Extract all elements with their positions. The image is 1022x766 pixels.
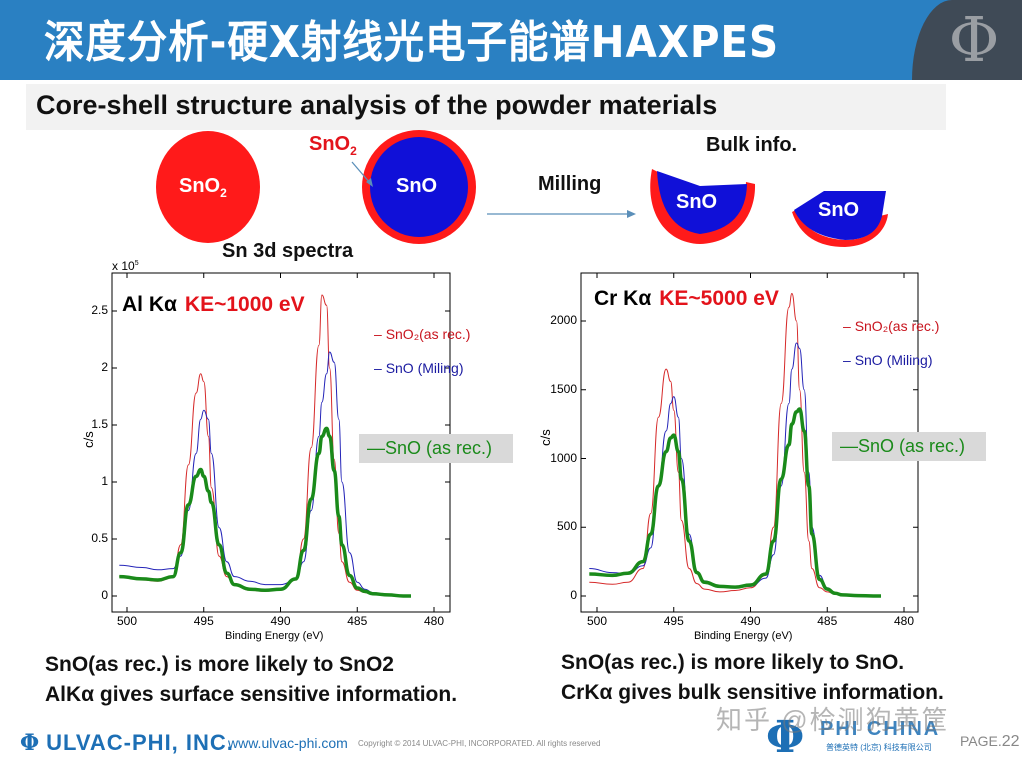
left-y-tick-label: 1.5	[91, 417, 108, 431]
left-legend-sno-asrec: —SnO (as rec.)	[359, 434, 513, 463]
right-legend-sno2: – SnO₂(as rec.)	[843, 318, 940, 334]
right-x-tick-label: 480	[894, 614, 915, 628]
header-logo-area	[912, 0, 1022, 80]
right-legend-sno-milling: – SnO (Miling)	[843, 352, 933, 368]
left-x-tick-label: 500	[117, 614, 138, 628]
left-legend-sno2: – SnO₂(as rec.)	[374, 326, 471, 342]
left-x-tick-label: 480	[424, 614, 445, 628]
left-y-tick-label: 1	[101, 474, 108, 488]
right-conclusion-line2: CrKα gives bulk sensitive information.	[561, 681, 944, 704]
section-subtitle: Core-shell structure analysis of the pow…	[36, 90, 718, 120]
milling-label: Milling	[538, 173, 602, 195]
phi-china-subtitle: 普德英特 (北京) 科技有限公司	[826, 743, 932, 752]
phi-logo-icon: Φ	[948, 3, 1000, 76]
left-series-2	[119, 426, 411, 598]
right-x-tick-label: 485	[817, 614, 838, 628]
copyright-text: Copyright © 2014 ULVAC-PHI, INCORPORATED…	[358, 739, 601, 748]
zhihu-watermark: 知乎 @检测狗黄筐	[716, 705, 950, 735]
right-x-tick-label: 500	[587, 614, 608, 628]
bulk-info-label: Bulk info.	[706, 134, 798, 156]
right-series-2	[589, 407, 881, 598]
left-x-tick-label: 490	[270, 614, 291, 628]
phi-china-name: PHI CHINA	[820, 718, 941, 740]
left-y-tick-label: 2.5	[91, 303, 108, 317]
left-x-axis-label: Binding Energy (eV)	[225, 630, 324, 642]
right-legend-sno-asrec: —SnO (as rec.)	[832, 432, 986, 461]
left-exponent-label: x 105	[112, 259, 139, 273]
left-legend-sno-milling: – SnO (Miling)	[374, 360, 464, 376]
page-title: 深度分析-硬X射线光电子能谱HAXPES	[44, 17, 780, 68]
shell-label: SnO2	[309, 133, 357, 158]
right-y-tick-label: 2000	[550, 313, 577, 327]
left-conclusion-line1: SnO(as rec.) is more likely to SnO2	[45, 653, 394, 676]
phi-china-logo-icon: Φ	[766, 712, 805, 763]
company-url-link[interactable]: www.ulvac-phi.com	[228, 735, 348, 751]
ulvac-phi-logo: Φ ULVAC-PHI, INC.	[20, 730, 234, 756]
left-y-tick-label: 0	[101, 588, 108, 602]
right-chart-title: Cr Kα KE~5000 eV	[594, 287, 779, 310]
phi-logo-icon: Φ	[20, 730, 41, 756]
sno2-particle-label: SnO2	[179, 175, 227, 200]
left-x-tick-label: 485	[347, 614, 368, 628]
left-conclusion-line2: AlKα gives surface sensitive information…	[45, 683, 458, 706]
fragment-2-label: SnO	[818, 199, 860, 221]
right-y-tick-label: 0	[570, 588, 577, 602]
right-y-tick-label: 1500	[550, 381, 577, 396]
page-number: PAGE.22	[960, 733, 1020, 750]
core-label: SnO	[396, 175, 438, 197]
fragment-1-label: SnO	[676, 191, 718, 213]
right-y-tick-label: 500	[556, 519, 577, 534]
header-banner: 深度分析-硬X射线光电子能谱HAXPES	[0, 0, 1022, 80]
right-conclusion-line1: SnO(as rec.) is more likely to SnO.	[561, 651, 905, 674]
right-x-axis-label: Binding Energy (eV)	[694, 630, 793, 642]
subtitle-bar: Core-shell structure analysis of the pow…	[26, 84, 946, 130]
left-x-tick-label: 495	[193, 614, 214, 628]
left-chart-title: Al Kα KE~1000 eV	[122, 293, 305, 316]
right-y-axis-label: c/s	[537, 429, 553, 446]
left-y-tick-label: 0.5	[91, 531, 108, 545]
left-y-tick-label: 2	[101, 360, 108, 374]
right-x-tick-label: 495	[663, 614, 684, 628]
left-y-axis-label: c/s	[80, 431, 96, 448]
right-y-tick-label: 1000	[550, 450, 577, 465]
right-x-tick-label: 490	[740, 614, 761, 628]
spectra-heading: Sn 3d spectra	[222, 240, 354, 262]
